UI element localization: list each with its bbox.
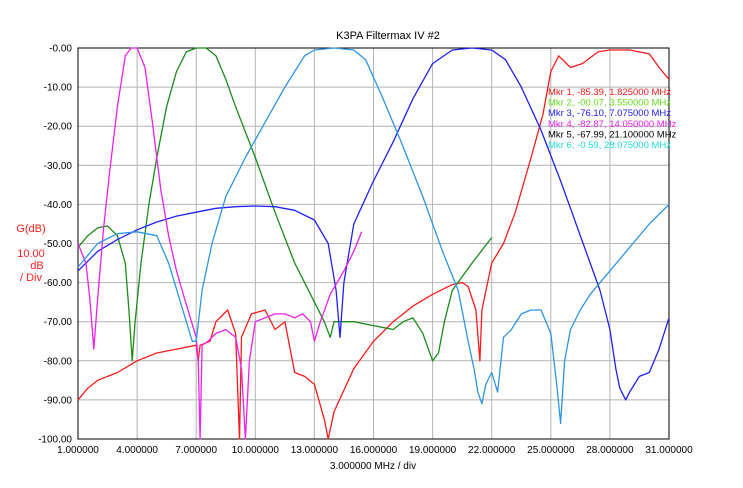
x-tick-label: 31.000000 [645,445,693,456]
chart-title: K3PA Filtermax IV #2 [336,30,440,42]
y-tick-label: -90.00 [44,395,73,406]
y-tick-label: -70.00 [44,317,73,328]
y-tick-label: -30.00 [44,161,73,172]
y-tick-label: -20.00 [44,122,73,133]
x-tick-label: 1.000000 [57,445,99,456]
y-tick-label: -50.00 [44,239,73,250]
x-tick-label: 25.000000 [527,445,575,456]
x-axis-ticks: 1.000000 4.000000 7.000000 10.000000 13.0000… [57,445,693,456]
series-line-1 [77,49,670,440]
marker-label-5: Mkr 5, -67.99, 21.100000 MHz [548,129,677,140]
series-line-3 [77,47,670,401]
marker-label-6: Mkr 6, -0.59, 28.075000 MHz [548,140,671,151]
y-scale-value: 10.00 [17,248,45,260]
y-axis-ticks: -0.00 -10.00 -20.00 -30.00 -40.00 -50.00 -60.0… [38,44,72,446]
series-line-5 [77,47,670,425]
marker-label-3: Mkr 3, -76.10, 7.075000 MHz [548,108,671,119]
x-tick-label: 13.000000 [291,445,339,456]
y-axis-label: G(dB) [16,223,45,235]
y-tick-label: -80.00 [44,356,73,367]
y-tick-label: -0.00 [49,44,72,55]
marker-label-2: Mkr 2, -00.07, 3.550000 MHz [548,98,671,109]
marker-label-4: Mkr 4, -82.87, 14.050000 MHz [548,119,677,130]
x-tick-label: 7.000000 [175,445,217,456]
grid-lines [78,48,669,439]
series-line-2 [77,47,493,362]
series-line-4 [77,47,363,440]
x-tick-label: 4.000000 [116,445,158,456]
y-tick-label: -40.00 [44,200,73,211]
x-tick-label: 10.000000 [232,445,280,456]
x-tick-label: 16.000000 [350,445,398,456]
y-tick-label: -60.00 [44,278,73,289]
x-tick-label: 22.000000 [468,445,516,456]
x-tick-label: 19.000000 [409,445,457,456]
y-scale-per-div: / Div [20,272,43,284]
y-tick-label: -10.00 [44,83,73,94]
y-scale-unit: dB [30,260,43,272]
x-axis-label: 3.000000 MHz / div [330,461,416,472]
x-tick-label: 28.000000 [586,445,634,456]
y-tick-label: -100.00 [38,435,72,446]
marker-label-1: Mkr 1, -85.39, 1.825000 MHz [548,87,671,98]
series-group [77,47,670,440]
